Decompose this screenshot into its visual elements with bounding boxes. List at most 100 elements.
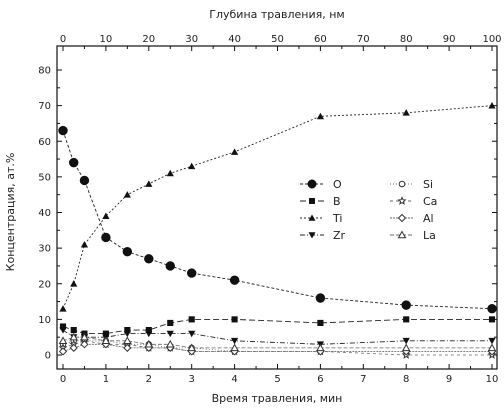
x-tick-label: 1	[103, 374, 109, 385]
data-point-La	[316, 343, 325, 352]
x-tick-label: 8	[403, 374, 409, 385]
x2-tick-label: 90	[443, 34, 456, 45]
x2-tick-label: 30	[185, 34, 198, 45]
y-tick-label: 10	[38, 315, 51, 326]
x-tick-label: 0	[60, 374, 66, 385]
legend-label-Zr: Zr	[333, 229, 346, 242]
legend-marker-O	[307, 179, 317, 189]
data-point-Ti	[188, 162, 196, 170]
data-point-La	[401, 343, 411, 352]
data-point-B	[167, 319, 174, 326]
x2-tick-label: 60	[314, 34, 327, 45]
data-point-Al	[58, 347, 68, 356]
series-La	[58, 332, 497, 352]
data-point-Ti	[316, 112, 324, 120]
data-point-Ti	[70, 280, 78, 287]
x2-tick-label: 40	[228, 34, 241, 45]
data-point-Al	[123, 343, 132, 352]
data-point-O	[58, 125, 68, 136]
data-point-La	[123, 336, 132, 344]
data-point-B	[317, 319, 324, 326]
legend-label-B: B	[333, 195, 341, 208]
data-point-B	[188, 316, 195, 323]
y-tick-label: 0	[45, 351, 51, 362]
data-point-O	[187, 268, 197, 278]
x2-tick-label: 70	[357, 34, 370, 45]
x2-tick-label: 100	[482, 34, 501, 45]
legend-marker-Ca	[397, 196, 407, 205]
data-point-La	[487, 343, 497, 352]
legend-label-O: O	[333, 178, 342, 191]
data-point-O	[401, 300, 411, 310]
data-point-Zr	[166, 330, 174, 338]
data-point-Zr	[402, 337, 410, 345]
legend-marker-Al	[397, 213, 407, 223]
data-point-O	[101, 232, 111, 243]
y-tick-label: 20	[38, 279, 51, 290]
data-point-O	[229, 275, 240, 285]
legend-label-Ca: Ca	[423, 195, 437, 208]
data-point-La	[230, 343, 239, 352]
legend-marker-Ti	[308, 214, 316, 221]
data-point-Zr	[188, 330, 196, 338]
data-point-O	[69, 157, 79, 168]
data-point-Zr	[123, 330, 131, 338]
x2-axis-title: Глубина травления, нм	[209, 8, 344, 21]
data-point-B	[102, 330, 109, 337]
x-tick-label: 3	[189, 374, 195, 385]
data-point-Ti	[402, 109, 410, 116]
data-point-La	[187, 343, 196, 352]
legend-marker-La	[397, 230, 407, 239]
x-tick-label: 5	[274, 374, 280, 385]
data-point-La	[69, 332, 78, 341]
data-point-Ti	[80, 240, 89, 248]
legend-label-La: La	[423, 229, 436, 242]
x-tick-label: 2	[146, 374, 152, 385]
data-point-B	[145, 327, 152, 334]
x-tick-label: 7	[360, 374, 366, 385]
data-point-O	[79, 175, 90, 186]
y-tick-label: 80	[38, 66, 51, 77]
x2-tick-label: 20	[142, 34, 155, 45]
x-tick-label: 4	[231, 374, 237, 385]
x-tick-label: 6	[317, 374, 323, 385]
data-point-O	[122, 246, 133, 257]
x2-tick-label: 80	[400, 34, 413, 45]
y-tick-label: 30	[38, 244, 51, 255]
legend-label-Si: Si	[423, 178, 433, 191]
legend-marker-B	[309, 198, 315, 204]
data-point-B	[59, 323, 67, 330]
series-Al	[58, 340, 497, 356]
data-point-Ti	[231, 148, 239, 155]
legend-label-Al: Al	[423, 212, 434, 225]
data-point-Al	[69, 343, 78, 352]
series-layer	[58, 102, 497, 359]
data-point-O	[144, 254, 154, 264]
y-tick-label: 50	[38, 172, 51, 183]
x2-tick-label: 50	[271, 34, 284, 45]
data-point-La	[144, 339, 154, 348]
legend-marker-Si	[398, 180, 406, 188]
data-point-Zr	[231, 337, 239, 345]
data-point-Al	[80, 340, 89, 349]
data-point-La	[101, 336, 111, 344]
legend-label-Ti: Ti	[332, 212, 342, 225]
data-point-B	[231, 316, 238, 323]
data-point-O	[165, 261, 175, 271]
data-point-B	[70, 327, 77, 334]
data-point-B	[488, 316, 496, 323]
legend: OB Ti Zr Si Ca Al La	[300, 178, 437, 242]
series-Ti	[59, 102, 496, 312]
axes: 0 1 2 3 4 5 6 7 8 9 100 10 20 30 40 50 60 70 80 90 100010203…	[38, 34, 501, 385]
data-point-B	[124, 327, 131, 334]
series-line-Ti	[62, 105, 493, 309]
y-tick-label: 40	[38, 208, 51, 219]
data-point-Zr	[488, 337, 496, 345]
legend-marker-Zr	[308, 232, 316, 239]
data-point-La	[58, 336, 68, 344]
data-point-B	[403, 316, 410, 323]
series-line-Al	[62, 343, 492, 352]
data-point-Ti	[59, 305, 67, 312]
data-point-Ti	[123, 191, 131, 198]
